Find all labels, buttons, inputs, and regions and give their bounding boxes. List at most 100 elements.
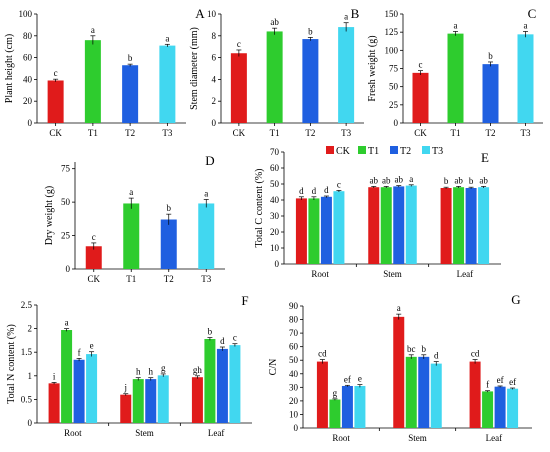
significance-letter: b [488,51,493,61]
y-tick-label: 25 [389,100,399,110]
y-tick-label: 1 [28,371,33,381]
panel-d: 0 25 50 75 Dry weight (g) Dc CK a T1 b T2 a T3 [44,153,225,284]
panel-label: G [511,292,520,307]
bar [478,187,490,264]
bar [507,388,519,428]
bar [48,383,60,423]
significance-letter: c [337,179,341,189]
significance-letter: g [333,388,338,398]
y-tick-label: 50 [61,197,71,207]
bar [393,316,405,428]
y-tick-label: 0 [28,118,33,128]
x-tick-label: Root [311,269,329,279]
y-tick-label: 20 [270,227,280,237]
y-axis-title: Total C content (%) [254,169,265,248]
panel-label: C [528,6,537,21]
y-tick-label: 4 [212,74,217,84]
bar [120,394,132,423]
bar [84,40,101,123]
x-tick-label: T1 [88,128,98,138]
significance-letter: ab [270,17,279,27]
bar [198,203,215,269]
y-tick-label: 2.5 [21,300,33,310]
significance-letter: b [444,176,449,186]
significance-letter: h [136,367,141,377]
bar [418,356,430,428]
significance-letter: bc [407,344,416,354]
significance-letter: d [220,336,225,346]
y-tick-label: 0 [212,118,217,128]
y-tick-label: 70 [270,147,280,157]
panel-a: 0 20 40 60 80 100 Plant height (cm) Ac CK a T1 b T2 a… [4,6,205,138]
bar [440,188,452,264]
y-tick-label: 50 [270,179,280,189]
y-tick-label: 0 [66,264,71,274]
panel-label: A [195,6,205,21]
x-tick-label: Leaf [457,269,473,279]
x-tick-label: CK [233,128,246,138]
x-tick-label: CK [49,128,62,138]
bar [122,65,139,123]
legend-swatch [422,146,430,154]
legend-swatch [358,146,366,154]
y-tick-label: 40 [289,369,299,379]
x-tick-label: T1 [126,274,136,284]
panel-f: 0 0.5 1 1.5 2 2.5 Total N content (%) Fi a fe Root… [6,293,252,438]
significance-letter: c [54,68,58,78]
bar [266,31,283,123]
y-tick-label: 10 [207,9,217,19]
significance-letter: c [237,39,241,49]
significance-letter: a [65,318,69,328]
y-tick-label: 0.5 [21,394,33,404]
bar [230,53,247,123]
bar [405,185,417,264]
legend-label: T1 [368,146,379,157]
y-tick-label: 50 [289,355,299,365]
x-tick-label: CK [414,128,427,138]
bar [405,356,417,428]
bar [494,386,506,428]
bar [393,186,405,264]
x-tick-label: CK [87,274,100,284]
significance-letter: d [434,351,439,361]
x-tick-label: Root [332,433,350,443]
y-tick-label: 6 [212,53,217,63]
bar [453,187,465,264]
significance-letter: h [149,367,154,377]
bar [157,375,169,423]
significance-letter: ab [370,175,379,185]
significance-letter: g [161,363,166,373]
significance-letter: ab [382,175,391,185]
x-tick-label: Stem [408,433,427,443]
significance-letter: c [233,333,237,343]
significance-letter: a [204,188,208,198]
significance-letter: b [208,327,213,337]
y-tick-label: 0 [275,259,280,269]
y-tick-label: 80 [23,31,33,41]
bar [447,33,464,124]
y-tick-label: 30 [270,211,280,221]
y-tick-label: 20 [23,96,33,106]
bar [333,191,345,264]
x-tick-label: Leaf [208,428,224,438]
x-tick-label: T3 [521,128,531,138]
x-tick-label: T1 [451,128,461,138]
bar [204,338,216,423]
bar [145,379,157,423]
bar [412,72,429,123]
legend-swatch [326,146,334,154]
significance-letter: j [123,383,127,393]
significance-letter: a [344,12,348,22]
significance-letter: ef [497,375,504,385]
y-tick-label: 40 [270,195,280,205]
significance-letter: f [486,380,489,390]
y-tick-label: 0 [28,418,33,428]
panel-label: E [481,150,489,165]
bar [320,196,332,264]
significance-letter: d [324,185,329,195]
panel-b: 0 2 4 6 8 10 Stem diameter (mm) Bc CK ab T1 b T2 a T3 [189,6,364,138]
x-tick-label: T2 [125,128,135,138]
y-tick-label: 60 [289,342,299,352]
legend-label: T3 [432,146,443,157]
